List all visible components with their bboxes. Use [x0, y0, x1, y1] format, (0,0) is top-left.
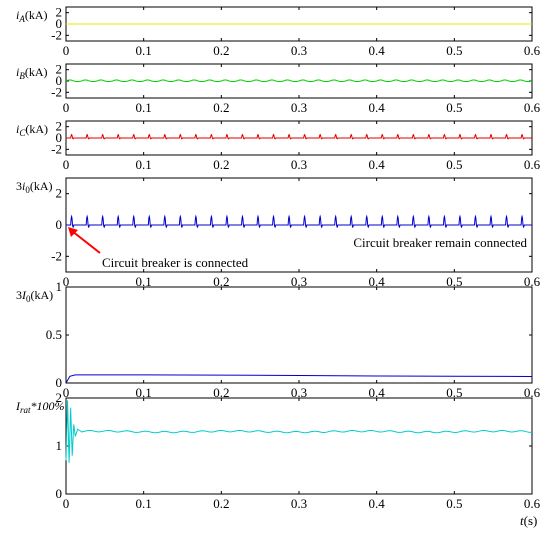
y-axis-label: Irat*100%: [15, 399, 65, 415]
plot-frame: [65, 397, 533, 495]
x-tick-label: 0.2: [213, 157, 229, 172]
x-tick-label: 0.5: [446, 43, 462, 58]
x-tick-label: 0.2: [213, 385, 229, 400]
x-tick-label: 0.1: [136, 157, 152, 172]
x-tick-label: 0: [63, 274, 70, 289]
y-tick-label: -2: [51, 27, 62, 42]
x-tick-label: 0.6: [524, 385, 541, 400]
series-line: [66, 214, 532, 229]
x-tick-label: 0.1: [136, 385, 152, 400]
x-tick-label: 0.6: [524, 157, 541, 172]
x-tick-label: 0.6: [524, 496, 541, 511]
x-tick-label: 0.2: [213, 100, 229, 115]
x-tick-label: 0.1: [136, 496, 152, 511]
y-tick-label: 2: [56, 390, 63, 405]
x-tick-label: 0.4: [369, 385, 386, 400]
y-tick-label: 2: [56, 5, 63, 20]
y-axis-label: iA(kA): [16, 8, 48, 24]
x-tick-label: 0.4: [369, 100, 386, 115]
x-tick-label: 0: [63, 385, 70, 400]
x-tick-label: 0.2: [213, 496, 229, 511]
x-tick-label: 0: [63, 496, 70, 511]
x-tick-label: 0.6: [524, 100, 541, 115]
x-tick-label: 0: [63, 157, 70, 172]
subplot-5: 0 0.1 0.2 0.3 0.4 0.5 0.6 1 0.5 0 3I0(kA): [16, 279, 541, 400]
x-tick-label: 0.3: [291, 496, 307, 511]
y-tick-label: 0: [56, 375, 63, 390]
y-tick-label: 0: [56, 130, 63, 145]
y-tick-label: -2: [51, 248, 62, 263]
x-tick-label: 0.3: [291, 100, 307, 115]
x-tick-label: 0.6: [524, 274, 541, 289]
x-tick-label: 0.3: [291, 385, 307, 400]
series-line: [66, 133, 532, 140]
subplot-6: 0 0.1 0.2 0.3 0.4 0.5 0.6 2 1 0 Irat*100% t(s): [15, 390, 541, 528]
x-tick-label: 0.5: [446, 100, 462, 115]
x-tick-label: 0.6: [524, 43, 541, 58]
y-tick-label: 0: [56, 486, 63, 501]
x-tick-label: 0.5: [446, 274, 462, 289]
y-tick-label: 2: [56, 62, 63, 77]
y-tick-label: -2: [51, 141, 62, 156]
subplot-2: 0 0.1 0.2 0.3 0.4 0.5 0.620-2iB(kA): [16, 62, 541, 115]
y-tick-label: 2: [56, 186, 63, 201]
plot-frame: [65, 286, 533, 384]
x-tick-label: 0.1: [136, 100, 152, 115]
y-axis-label: 3i0(kA): [16, 179, 53, 195]
y-tick-label: 0: [56, 73, 63, 88]
x-tick-label: 0.4: [369, 43, 386, 58]
x-tick-label: 0: [63, 43, 70, 58]
x-tick-label: 0.4: [369, 496, 386, 511]
x-tick-label: 0.2: [213, 274, 229, 289]
y-axis-label: 3I0(kA): [16, 288, 53, 304]
annotation-breaker-connected: Circuit breaker is connected: [102, 255, 249, 270]
subplot-1: 0 0.1 0.2 0.3 0.4 0.5 0.620-2iA(kA): [16, 5, 541, 58]
series-line: [65, 400, 533, 463]
annotation-breaker-remain: Circuit breaker remain connected: [353, 235, 527, 250]
x-axis-label: t(s): [520, 513, 537, 528]
x-tick-label: 0.3: [291, 274, 307, 289]
x-tick-label: 0.5: [446, 385, 462, 400]
subplot-3: 0 0.1 0.2 0.3 0.4 0.5 0.620-2iC(kA): [16, 119, 541, 172]
series-line: [65, 79, 533, 83]
x-tick-label: 0.5: [446, 157, 462, 172]
x-tick-label: 0: [63, 100, 70, 115]
x-tick-label: 0.4: [369, 157, 386, 172]
y-tick-label: 0: [56, 217, 63, 232]
x-tick-label: 0.1: [136, 43, 152, 58]
y-axis-label: iC(kA): [16, 122, 48, 138]
x-tick-label: 0.2: [213, 43, 229, 58]
x-tick-label: 0.3: [291, 157, 307, 172]
y-tick-label: 0.5: [46, 327, 62, 342]
series-line: [65, 374, 533, 384]
x-tick-label: 0.3: [291, 43, 307, 58]
annotation-arrow: [71, 230, 101, 254]
y-tick-label: 1: [56, 438, 63, 453]
y-axis-label: iB(kA): [16, 65, 48, 81]
y-tick-label: 2: [56, 119, 63, 134]
x-tick-label: 0.4: [369, 274, 386, 289]
y-tick-label: 1: [56, 279, 63, 294]
y-tick-label: -2: [51, 84, 62, 99]
y-tick-label: 0: [56, 16, 63, 31]
annotation-arrowhead: [68, 227, 78, 237]
x-tick-label: 0.5: [446, 496, 462, 511]
x-tick-label: 0.1: [136, 274, 152, 289]
